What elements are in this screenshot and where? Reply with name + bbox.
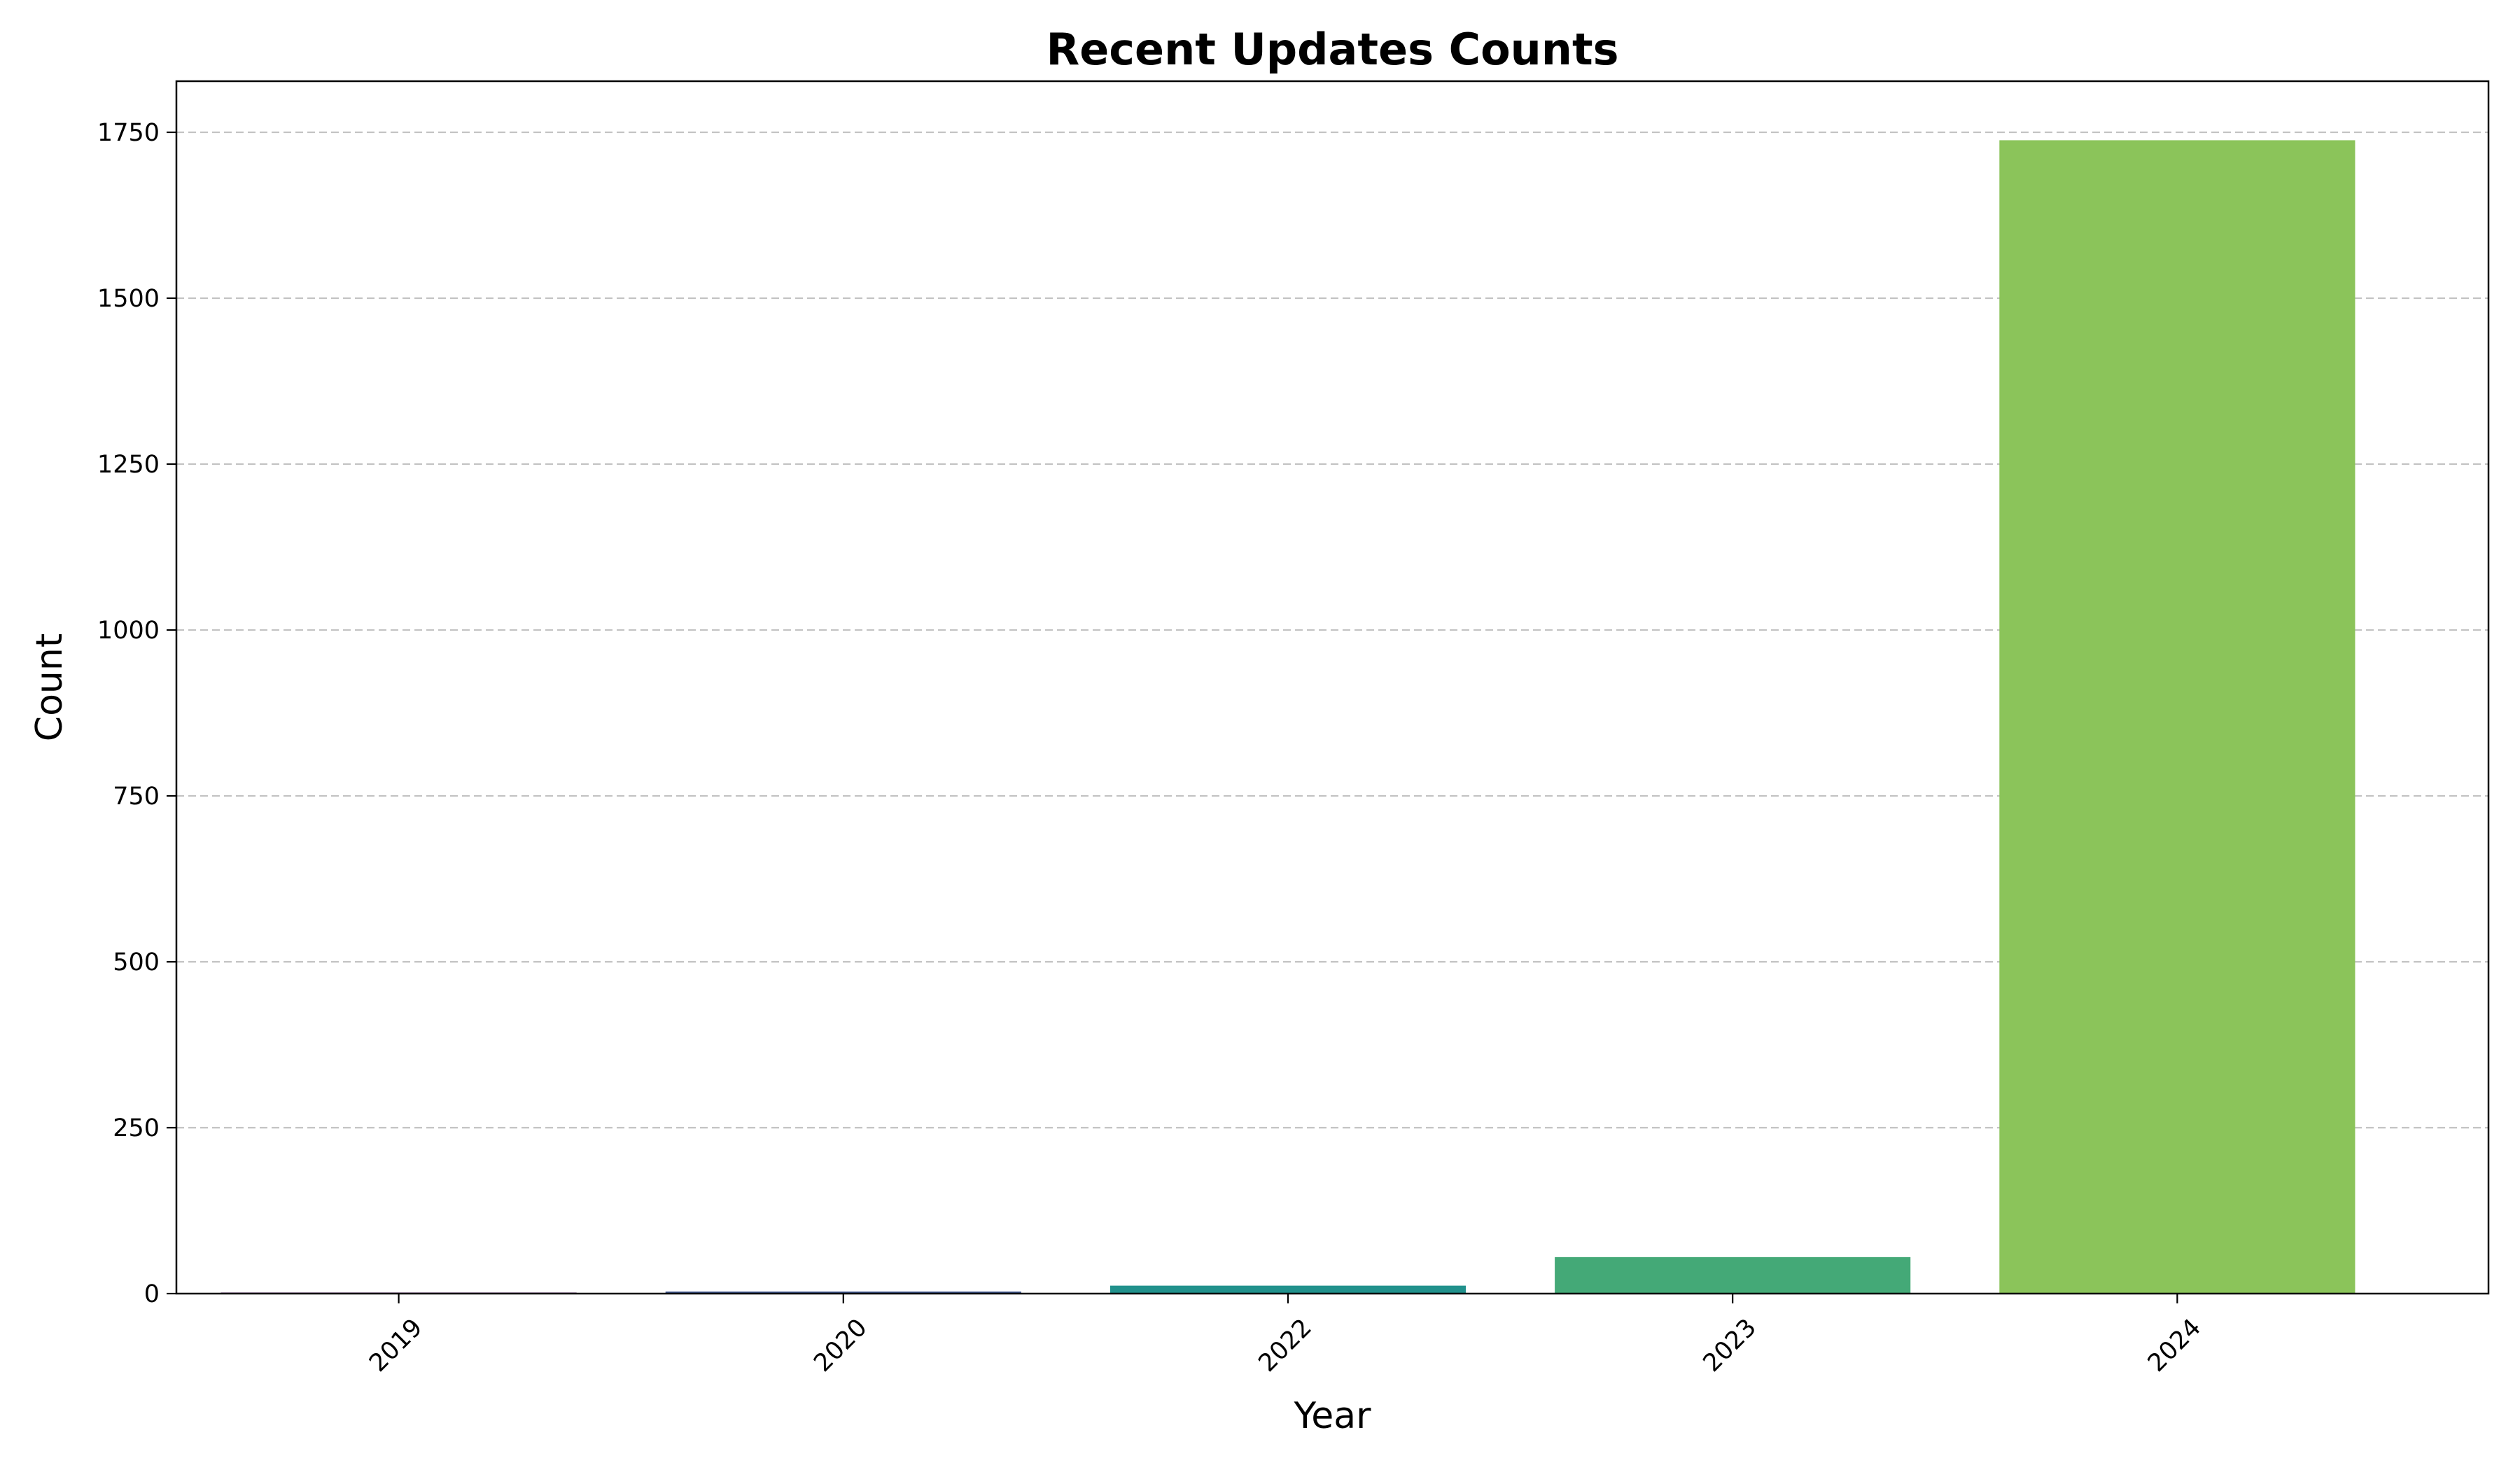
plot-frame	[175, 80, 2490, 1295]
y-tick-label: 750	[113, 783, 160, 811]
y-axis-ticks: 0 250 500 750 1000 1250 1500 1750	[97, 119, 176, 1308]
y-tick-label: 0	[144, 1280, 160, 1308]
y-tick-label: 500	[113, 948, 160, 976]
y-tick-label: 1750	[97, 119, 160, 147]
x-axis-title: Year	[1293, 1395, 1371, 1437]
bar-2024	[1999, 140, 2356, 1294]
bar-2023	[1555, 1256, 1911, 1294]
y-tick-label: 1500	[97, 285, 160, 313]
bar-2022	[1110, 1285, 1466, 1294]
y-tick-label: 250	[113, 1114, 160, 1142]
bar-2020	[665, 1292, 1021, 1294]
bars	[220, 140, 2356, 1294]
y-axis-title: Count	[29, 634, 71, 741]
y-tick-label: 1250	[97, 451, 160, 479]
y-tick-label: 1000	[97, 617, 160, 645]
grid-lines	[176, 131, 2488, 1129]
chart-title: Recent Updates Counts	[1046, 24, 1619, 75]
